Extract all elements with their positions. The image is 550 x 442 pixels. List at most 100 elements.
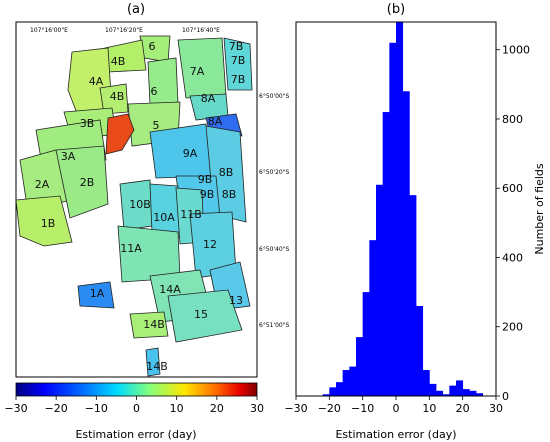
label-4a: 4A [89, 75, 104, 88]
x-tick-label: −10 [351, 402, 374, 415]
lon-label-2: 107°16'20"E [105, 27, 143, 34]
label-9b-1: 9B [198, 173, 213, 186]
label-7b-3: 7B [231, 73, 246, 86]
y-tick-label: 200 [502, 321, 523, 334]
panel-b-label: (b) [387, 2, 405, 17]
y-tick-label: 800 [502, 113, 523, 126]
label-8b-1: 8B [219, 166, 234, 179]
field-4b-mid [99, 83, 129, 115]
label-1a: 1A [90, 287, 105, 300]
histogram-bar [429, 383, 437, 396]
field-red-patch [105, 113, 135, 155]
histogram-bar [416, 305, 424, 396]
label-8b-2: 8B [222, 188, 237, 201]
label-11a: 11A [120, 242, 142, 255]
histogram-bar [349, 366, 357, 396]
lat-label-1: 6°50'00"S [259, 93, 289, 100]
label-11b: 11B [180, 208, 202, 221]
x-tick-label: 10 [422, 402, 436, 415]
field-15 [167, 289, 243, 343]
label-10b: 10B [129, 198, 151, 211]
histogram-bar [442, 394, 450, 396]
histogram-bar [362, 292, 370, 396]
lon-labels: 107°16'00"E 107°16'20"E 107°16'40"E [30, 27, 220, 34]
x-tick-label: 30 [489, 402, 503, 415]
lat-label-3: 6°50'40"S [259, 246, 289, 253]
histogram-bar [382, 112, 390, 396]
y-tick-label: 0 [502, 390, 509, 403]
label-6b: 6 [151, 85, 158, 98]
lat-label-4: 6°51'00"S [259, 322, 289, 329]
colorbar-tick-label: 30 [250, 402, 264, 415]
histogram-bar [389, 42, 397, 397]
lon-label-1: 107°16'00"E [30, 27, 68, 34]
label-7b-2: 7B [231, 54, 246, 67]
label-8a-1: 8A [201, 92, 216, 105]
label-3b: 3B [80, 117, 95, 130]
y-tick-label: 600 [502, 182, 523, 195]
y-tick-label: 400 [502, 251, 523, 264]
field-1a [77, 281, 115, 309]
label-9b-2: 9B [200, 188, 215, 201]
y-tick-label: 1000 [502, 44, 530, 57]
colorbar-ticks: −30 −20 −10 0 10 20 30 [4, 396, 264, 415]
histogram-bar [376, 184, 384, 396]
label-2b: 2B [80, 176, 95, 189]
label-15: 15 [194, 308, 208, 321]
field-2b [55, 145, 109, 219]
label-14b-south: 14B [146, 360, 168, 373]
label-9a: 9A [183, 147, 198, 160]
colorbar-tick-label: −10 [85, 402, 108, 415]
histogram-bar [369, 240, 377, 396]
label-6a: 6 [149, 40, 156, 53]
label-10a: 10A [153, 211, 175, 224]
x-tick-label: 20 [456, 402, 470, 415]
histogram-bar [329, 387, 337, 396]
colorbar-tick-label: 10 [170, 402, 184, 415]
histogram-bar [396, 22, 404, 396]
histogram-bar [356, 337, 364, 396]
label-2a: 2A [35, 178, 50, 191]
field-labels: 6 4B 7B 7A 4A 7B 7B 6 4B 8A 3B 5 8A 3A 9… [35, 40, 246, 373]
histogram-bar [402, 91, 410, 396]
field-14b-south [145, 347, 161, 377]
lat-label-2: 6°50'20"S [259, 169, 289, 176]
label-4b-2: 4B [110, 90, 125, 103]
histogram-bar [322, 394, 330, 396]
histogram-bar [409, 195, 417, 396]
histogram-xlabel: Estimation error (day) [335, 428, 456, 441]
histogram-ylabel: Number of fields [533, 163, 546, 255]
panel-a-label: (a) [127, 2, 145, 17]
colorbar-tick-label: −30 [4, 402, 27, 415]
label-7a: 7A [190, 65, 205, 78]
histogram-bar [422, 370, 430, 396]
histogram-bar [436, 390, 444, 396]
histogram-bar [469, 390, 477, 396]
label-14b: 14B [143, 318, 165, 331]
field-polygons [15, 35, 253, 377]
histogram-bar [456, 380, 464, 396]
field-1b [15, 195, 73, 247]
x-tick-label: 0 [393, 402, 400, 415]
colorbar-tick-label: 20 [210, 402, 224, 415]
label-3a: 3A [61, 150, 76, 163]
x-tick-label: −30 [284, 402, 307, 415]
label-13: 13 [229, 294, 243, 307]
x-tick-label: −20 [318, 402, 341, 415]
histogram-bar [476, 393, 484, 396]
field-7b [223, 37, 253, 91]
label-14a: 14A [159, 283, 181, 296]
histogram-bar [336, 382, 344, 396]
colorbar-label: Estimation error (day) [75, 428, 196, 441]
label-7b-1: 7B [229, 40, 244, 53]
colorbar [15, 382, 258, 397]
label-12: 12 [203, 238, 217, 251]
histogram-bar [342, 370, 350, 396]
label-4b: 4B [111, 55, 126, 68]
lat-labels: 6°50'00"S 6°50'20"S 6°50'40"S 6°51'00"S [259, 93, 289, 329]
colorbar-tick-label: −20 [45, 402, 68, 415]
label-5: 5 [153, 119, 160, 132]
label-8a-2: 8A [208, 115, 223, 128]
